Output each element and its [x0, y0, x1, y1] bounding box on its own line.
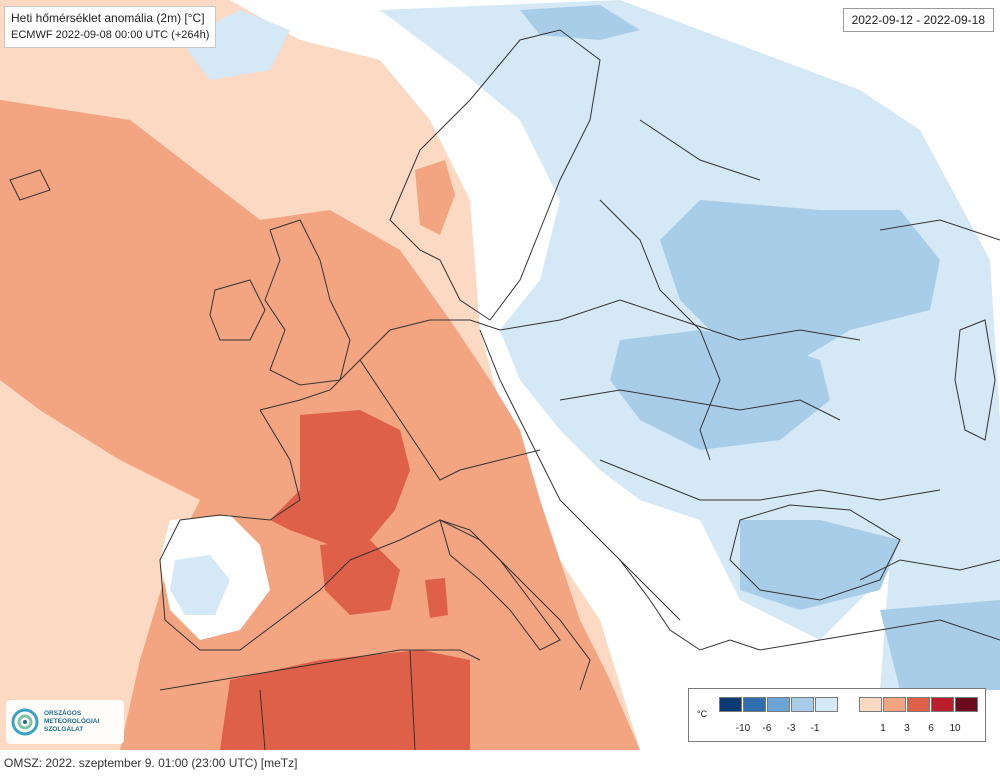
- legend-tick-cold-0: -10: [735, 723, 751, 734]
- anomaly-fill-warm-medium-atl: [0, 100, 260, 460]
- omsz-logo-text: ORSZÁGOS METEOROLÓGIAI SZOLGÁLAT: [44, 710, 99, 734]
- legend-tick-cold-2: -3: [786, 723, 796, 734]
- country-borders: [9, 29, 1000, 750]
- anomaly-map: [0, 0, 1000, 750]
- date-range-box: 2022-09-12 - 2022-09-18: [842, 8, 994, 32]
- anomaly-fill-cold-medium-bs: [740, 520, 900, 610]
- anomaly-fill-cold-medium-n: [520, 5, 640, 40]
- omsz-logo: ORSZÁGOS METEOROLÓGIAI SZOLGÁLAT: [6, 700, 124, 744]
- map-subtitle: ECMWF 2022-09-08 00:00 UTC (+264h): [11, 29, 210, 41]
- legend-tick-warm-0: 1: [880, 723, 886, 734]
- legend-unit: °C: [697, 709, 708, 719]
- anomaly-fill-cold-medium-ua: [610, 330, 830, 450]
- legend-tick-cold-3: -1: [810, 723, 820, 734]
- anomaly-fill-warm-medium-no: [415, 160, 455, 235]
- legend-swatch-cold-2: [767, 697, 790, 712]
- legend-tick-warm-3: 10: [949, 723, 961, 734]
- legend-swatch-warm-0: [859, 697, 882, 712]
- anomaly-fill-warm-strong-fr: [270, 410, 410, 545]
- legend-swatch-warm-1: [883, 697, 906, 712]
- color-legend: °C -10 -6 -3 -1 1 3 6 10: [688, 688, 986, 742]
- legend-tick-cold-1: -6: [762, 723, 772, 734]
- anomaly-fill-warm-strong-africa: [220, 650, 470, 750]
- legend-swatch-cold-0: [719, 697, 742, 712]
- anomaly-fill-cold-medium-tr: [880, 600, 1000, 690]
- footer-text: OMSZ: 2022. szeptember 9. 01:00 (23:00 U…: [4, 756, 298, 770]
- anomaly-fill-cold-medium-ru: [660, 200, 940, 360]
- map-canvas: [0, 0, 1000, 750]
- legend-swatch-cold-4: [815, 697, 838, 712]
- anomaly-fill-cold-light-iberia: [170, 555, 230, 615]
- map-title-box: Heti hőmérséklet anomália (2m) [°C] ECMW…: [4, 6, 217, 48]
- anomaly-fill-warm-strong-med: [320, 540, 400, 615]
- logo-line3: SZOLGÁLAT: [44, 726, 84, 733]
- anomaly-fill-warm-strong-sardinia: [425, 578, 448, 618]
- omsz-logo-icon: [11, 708, 39, 736]
- map-title: Heti hőmérséklet anomália (2m) [°C]: [11, 11, 205, 25]
- legend-swatch-warm-2: [907, 697, 930, 712]
- legend-tick-warm-2: 6: [928, 723, 934, 734]
- legend-tick-warm-1: 3: [904, 723, 910, 734]
- logo-line1: ORSZÁGOS: [44, 710, 82, 717]
- legend-swatch-warm-3: [931, 697, 954, 712]
- date-range: 2022-09-12 - 2022-09-18: [851, 13, 985, 27]
- legend-swatch-cold-1: [743, 697, 766, 712]
- legend-swatch-cold-3: [791, 697, 814, 712]
- legend-swatch-warm-4: [955, 697, 978, 712]
- logo-line2: METEOROLÓGIAI: [44, 718, 100, 725]
